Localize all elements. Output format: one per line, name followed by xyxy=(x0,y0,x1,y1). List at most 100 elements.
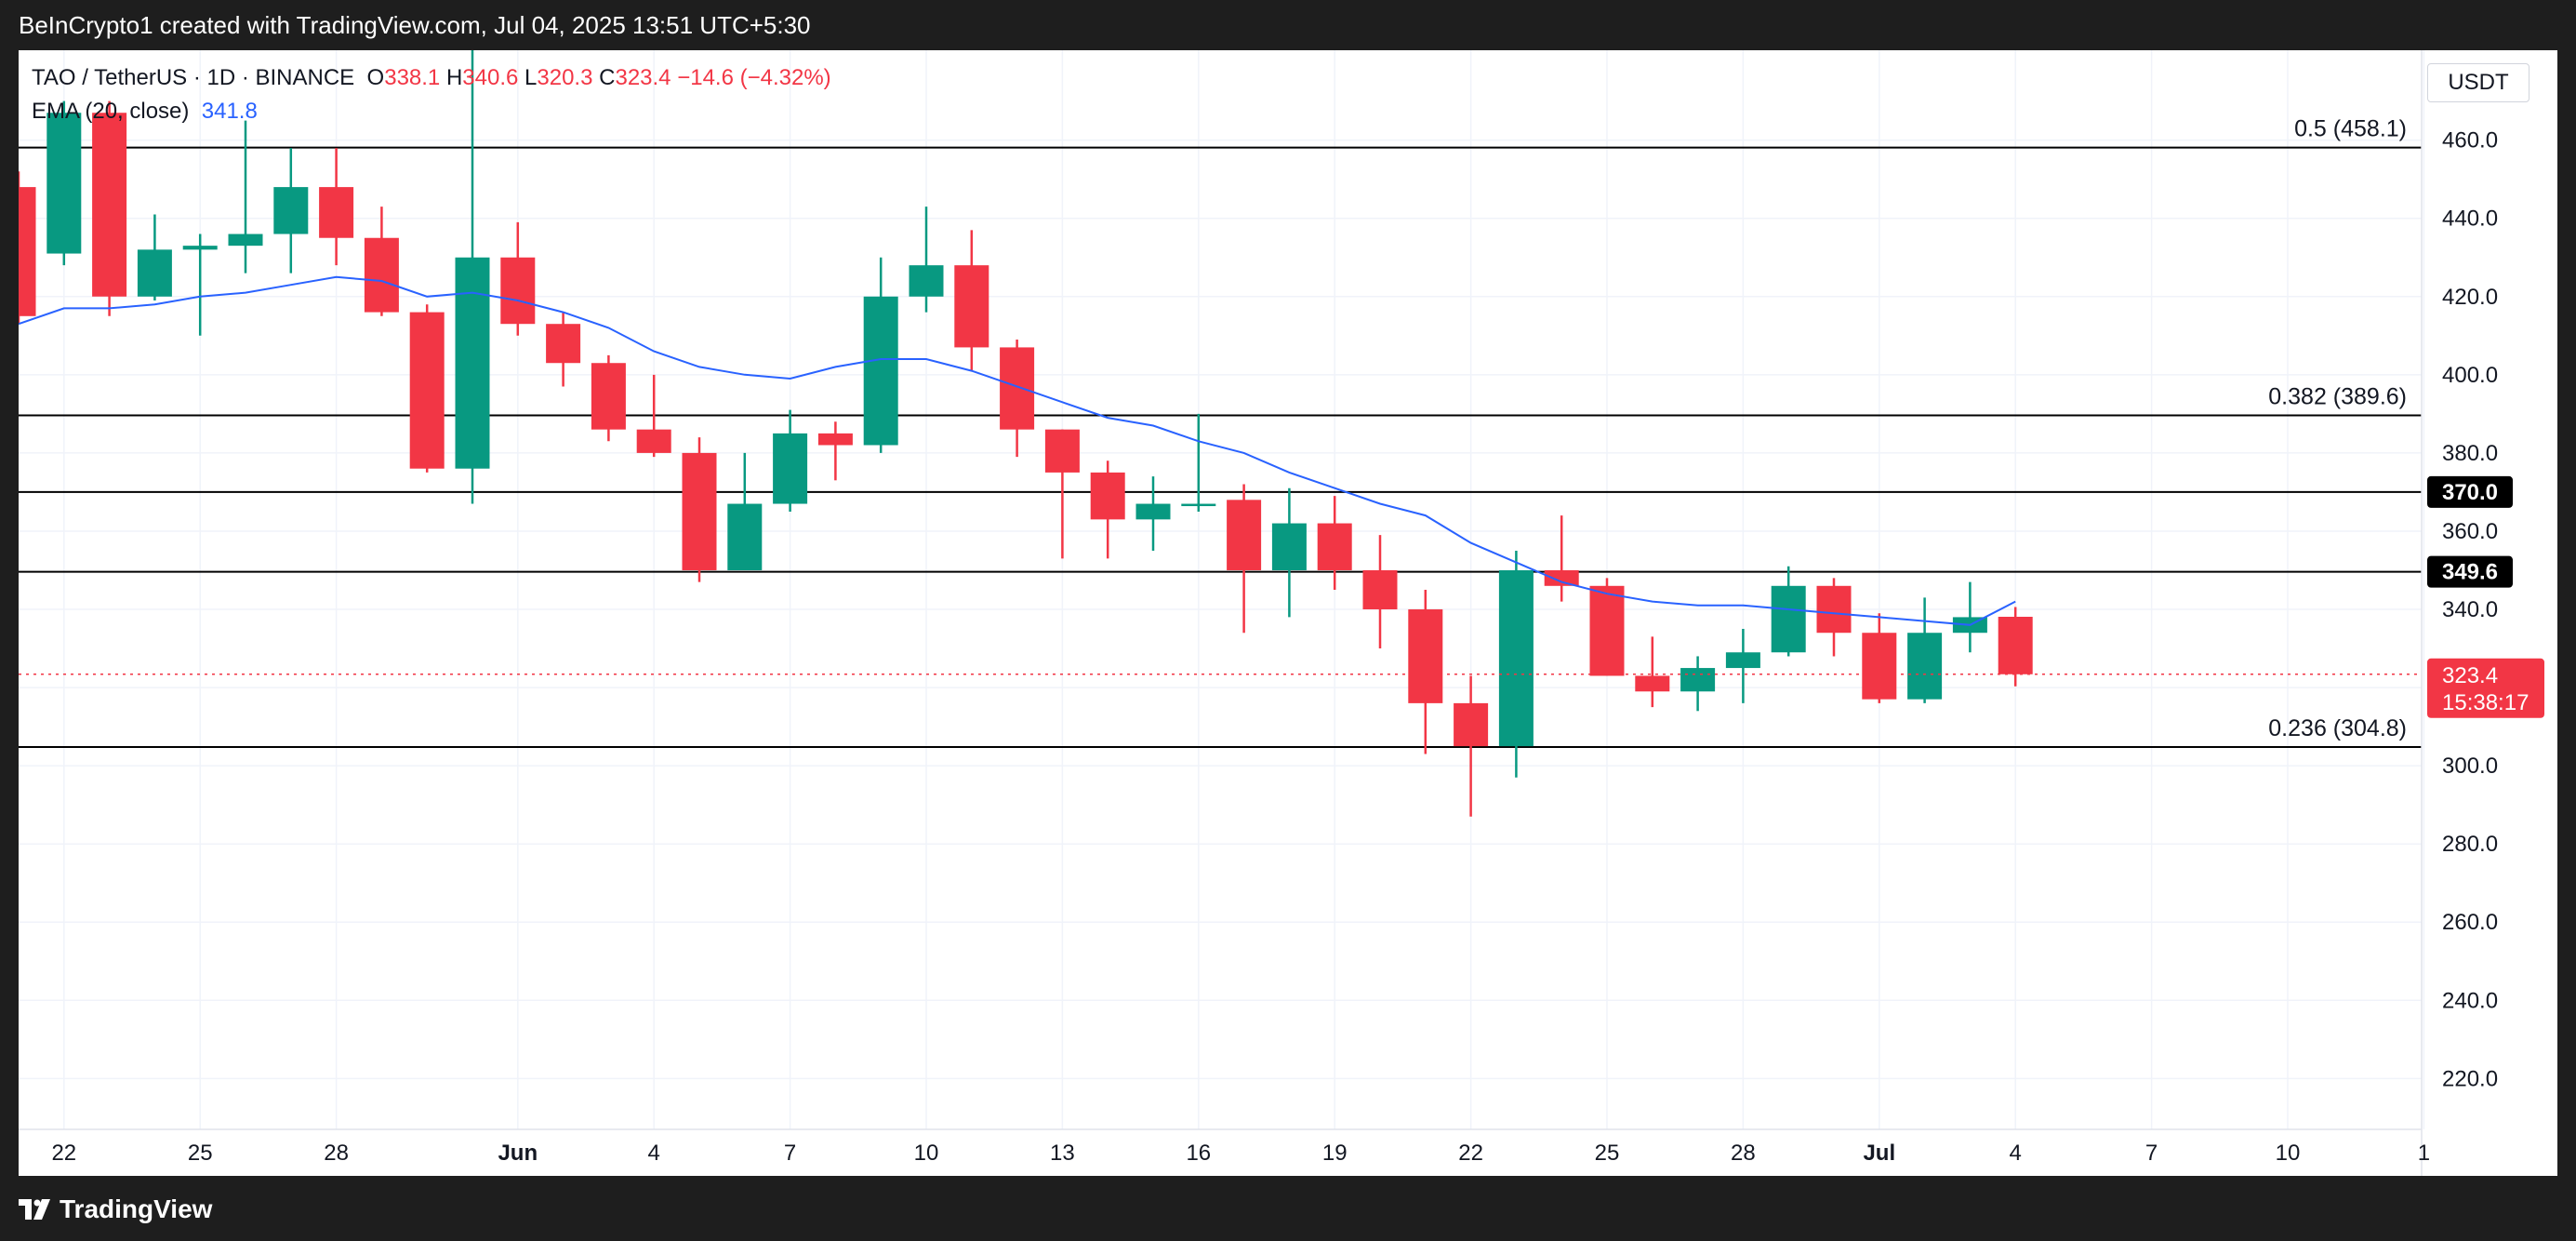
symbol-label[interactable]: TAO / TetherUS · 1D · BINANCE xyxy=(32,65,355,90)
x-tick-label: 16 xyxy=(1186,1141,1211,1166)
x-tick-label: 22 xyxy=(1458,1141,1483,1166)
candle-body xyxy=(409,312,445,469)
y-tick-label: 300.0 xyxy=(2442,754,2498,779)
close-value: 323.4 xyxy=(615,65,671,90)
x-tick-label: 1 xyxy=(2418,1141,2430,1166)
level-label: 0.5 (458.1) xyxy=(2294,116,2407,142)
candle-body xyxy=(137,249,172,297)
low-value: 320.3 xyxy=(537,65,593,90)
x-tick-label: 25 xyxy=(188,1141,213,1166)
candle-body xyxy=(1862,633,1897,700)
footer-bar: TradingView xyxy=(0,1176,2576,1241)
candle-body xyxy=(1998,617,2033,674)
x-tick-label: 4 xyxy=(2010,1141,2022,1166)
x-tick-label: 28 xyxy=(324,1141,349,1166)
candle-body xyxy=(182,246,218,250)
high-label: H xyxy=(445,65,463,90)
candle-body xyxy=(1725,652,1760,669)
last-price-tag xyxy=(2427,658,2544,718)
candle-body xyxy=(863,296,898,446)
y-tick-label: 440.0 xyxy=(2442,207,2498,232)
x-tick-label: 10 xyxy=(2276,1141,2301,1166)
tradingview-brand: TradingView xyxy=(60,1194,213,1223)
candle-body xyxy=(1589,585,1625,676)
y-tick-label: 460.0 xyxy=(2442,128,2498,153)
candle-body xyxy=(92,113,127,297)
candle-body xyxy=(727,503,763,570)
open-value: 338.1 xyxy=(384,65,441,90)
candle-body xyxy=(546,324,581,364)
horizontal-levels: 0.5 (458.1) 0.382 (389.6) 0.236 (304.8) xyxy=(19,116,2422,748)
chart-caption: BeInCrypto1 created with TradingView.com… xyxy=(0,0,2576,50)
candle-body xyxy=(1227,500,1262,570)
candle-body xyxy=(1544,569,1579,586)
x-tick-label: 10 xyxy=(914,1141,939,1166)
candle-body xyxy=(1135,503,1171,520)
ohlc-row: TAO / TetherUS · 1D · BINANCE O338.1 H34… xyxy=(32,61,831,95)
open-label: O xyxy=(366,65,385,90)
candle-body xyxy=(364,237,399,313)
x-tick-label: 28 xyxy=(1731,1141,1756,1166)
level-tag-label: 349.6 xyxy=(2442,560,2498,585)
x-tick-label: Jun xyxy=(498,1141,538,1166)
y-tick-label: 380.0 xyxy=(2442,441,2498,466)
y-tick-label: 360.0 xyxy=(2442,519,2498,544)
low-label: L xyxy=(524,65,538,90)
candles xyxy=(1,0,2033,817)
x-tick-label: 25 xyxy=(1595,1141,1620,1166)
level-label: 0.382 (389.6) xyxy=(2268,384,2407,410)
candle-body xyxy=(1000,347,1035,430)
candle-body xyxy=(1,187,36,316)
change-value: −14.6 (−4.32%) xyxy=(677,65,831,90)
candle-body xyxy=(1317,523,1352,570)
candle-body xyxy=(1771,585,1806,653)
candle-body xyxy=(319,187,354,238)
y-tick-label: 420.0 xyxy=(2442,285,2498,310)
candle-body xyxy=(500,257,536,325)
candle-body xyxy=(1362,569,1398,610)
level-tag-label: 370.0 xyxy=(2442,480,2498,505)
candle-body xyxy=(1454,702,1489,747)
ema-row[interactable]: EMA (20, close) 341.8 xyxy=(32,95,831,128)
candle-body xyxy=(1680,668,1716,692)
currency-button[interactable]: USDT xyxy=(2427,63,2530,102)
candle-body xyxy=(682,452,717,570)
candle-body xyxy=(273,187,309,234)
ema-value: 341.8 xyxy=(201,99,258,124)
price-chart[interactable]: 0.5 (458.1) 0.382 (389.6) 0.236 (304.8) 22… xyxy=(1,0,2557,1176)
y-tick-label: 400.0 xyxy=(2442,363,2498,388)
candle-body xyxy=(1271,523,1307,570)
candle-body xyxy=(1498,569,1534,747)
chart-legend: TAO / TetherUS · 1D · BINANCE O338.1 H 34… xyxy=(32,61,831,128)
candle-body xyxy=(1635,675,1670,692)
x-tick-label: 7 xyxy=(2145,1141,2158,1166)
candle-body xyxy=(1907,633,1943,700)
candle-body xyxy=(228,234,263,247)
candle-body xyxy=(455,257,490,469)
x-tick-label: 4 xyxy=(648,1141,660,1166)
tradingview-logo[interactable]: TradingView xyxy=(19,1193,212,1226)
candle-body xyxy=(1090,472,1125,520)
candle-body xyxy=(46,113,82,254)
chart-panel[interactable]: 0.5 (458.1) 0.382 (389.6) 0.236 (304.8) 22… xyxy=(1,0,2557,1176)
y-tick-label: 280.0 xyxy=(2442,832,2498,857)
candle-body xyxy=(1816,585,1852,634)
candle-body xyxy=(1181,503,1216,507)
candle-body xyxy=(909,265,944,297)
y-tick-label: 340.0 xyxy=(2442,597,2498,622)
level-tag xyxy=(2427,475,2513,508)
x-tick-label: 13 xyxy=(1050,1141,1075,1166)
tradingview-logo-icon xyxy=(19,1199,50,1220)
candle-body xyxy=(954,265,989,348)
level-label: 0.236 (304.8) xyxy=(2268,715,2407,741)
price-axis: 220.0240.0260.0280.0300.0320.0340.0360.0… xyxy=(2421,50,2544,1176)
candle-body xyxy=(591,363,626,430)
ema-layer xyxy=(18,275,2016,626)
y-tick-label: 240.0 xyxy=(2442,988,2498,1013)
candle-body xyxy=(817,433,853,446)
y-tick-label: 260.0 xyxy=(2442,910,2498,935)
time-axis: 22 25 28 Jun 4 7 10 13 16 19 22 25 28 Jul 4 7 10 1 xyxy=(19,1128,2430,1166)
x-tick-label: 22 xyxy=(51,1141,76,1166)
candle-body xyxy=(1044,429,1080,473)
candle-body xyxy=(636,429,671,453)
